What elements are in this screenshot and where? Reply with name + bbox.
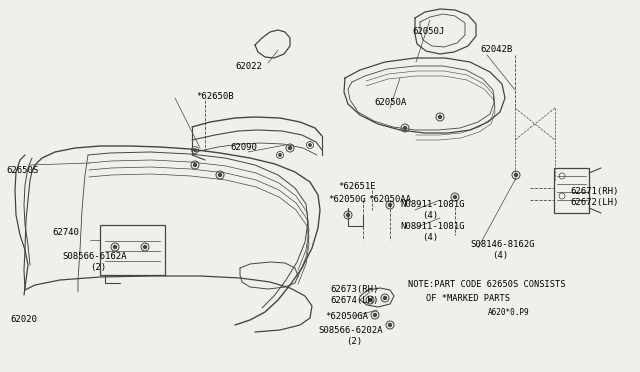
Circle shape	[289, 147, 291, 150]
Circle shape	[383, 296, 387, 299]
Circle shape	[143, 246, 147, 248]
Circle shape	[438, 115, 442, 119]
Text: 62740: 62740	[52, 228, 79, 237]
Text: OF *MARKED PARTS: OF *MARKED PARTS	[426, 294, 510, 303]
Circle shape	[193, 164, 196, 167]
Circle shape	[194, 149, 196, 151]
Text: (4): (4)	[422, 211, 438, 220]
Text: 62050A: 62050A	[374, 98, 406, 107]
Text: *62650B: *62650B	[196, 92, 234, 101]
Circle shape	[113, 246, 116, 248]
Text: N08911-1081G: N08911-1081G	[400, 200, 465, 209]
Text: *62050AA: *62050AA	[368, 195, 411, 204]
Text: S08566-6162A: S08566-6162A	[62, 252, 127, 261]
Text: NOTE:PART CODE 62650S CONSISTS: NOTE:PART CODE 62650S CONSISTS	[408, 280, 566, 289]
Text: 62090: 62090	[230, 143, 257, 152]
Text: 62673(RH): 62673(RH)	[330, 285, 378, 294]
Circle shape	[309, 144, 311, 146]
Circle shape	[218, 173, 221, 176]
Text: 62042B: 62042B	[480, 45, 512, 54]
Circle shape	[346, 214, 349, 217]
Text: A620*0.P9: A620*0.P9	[488, 308, 530, 317]
Bar	[554, 168, 589, 213]
Text: *62651E: *62651E	[338, 182, 376, 191]
Text: 62020: 62020	[10, 315, 37, 324]
Text: 62672(LH): 62672(LH)	[570, 198, 618, 207]
Circle shape	[388, 324, 392, 327]
Circle shape	[369, 298, 371, 301]
Text: 62674(LH): 62674(LH)	[330, 296, 378, 305]
Text: S08146-8162G: S08146-8162G	[470, 240, 534, 249]
Circle shape	[388, 203, 392, 206]
Text: (4): (4)	[422, 233, 438, 242]
Text: (2): (2)	[346, 337, 362, 346]
Circle shape	[279, 154, 281, 156]
Text: N08911-1081G: N08911-1081G	[400, 222, 465, 231]
Circle shape	[403, 126, 406, 129]
Text: 62022: 62022	[235, 62, 262, 71]
Text: 62671(RH): 62671(RH)	[570, 187, 618, 196]
Bar	[100, 225, 165, 275]
Text: *62050GA: *62050GA	[325, 312, 368, 321]
Text: (2): (2)	[90, 263, 106, 272]
Text: 62650S: 62650S	[6, 166, 38, 175]
Text: (4): (4)	[492, 251, 508, 260]
Circle shape	[374, 314, 376, 317]
Text: 62050J: 62050J	[412, 27, 444, 36]
Text: *62050G: *62050G	[328, 195, 365, 204]
Text: S08566-6202A: S08566-6202A	[318, 326, 383, 335]
Circle shape	[454, 196, 456, 199]
Circle shape	[515, 173, 518, 176]
